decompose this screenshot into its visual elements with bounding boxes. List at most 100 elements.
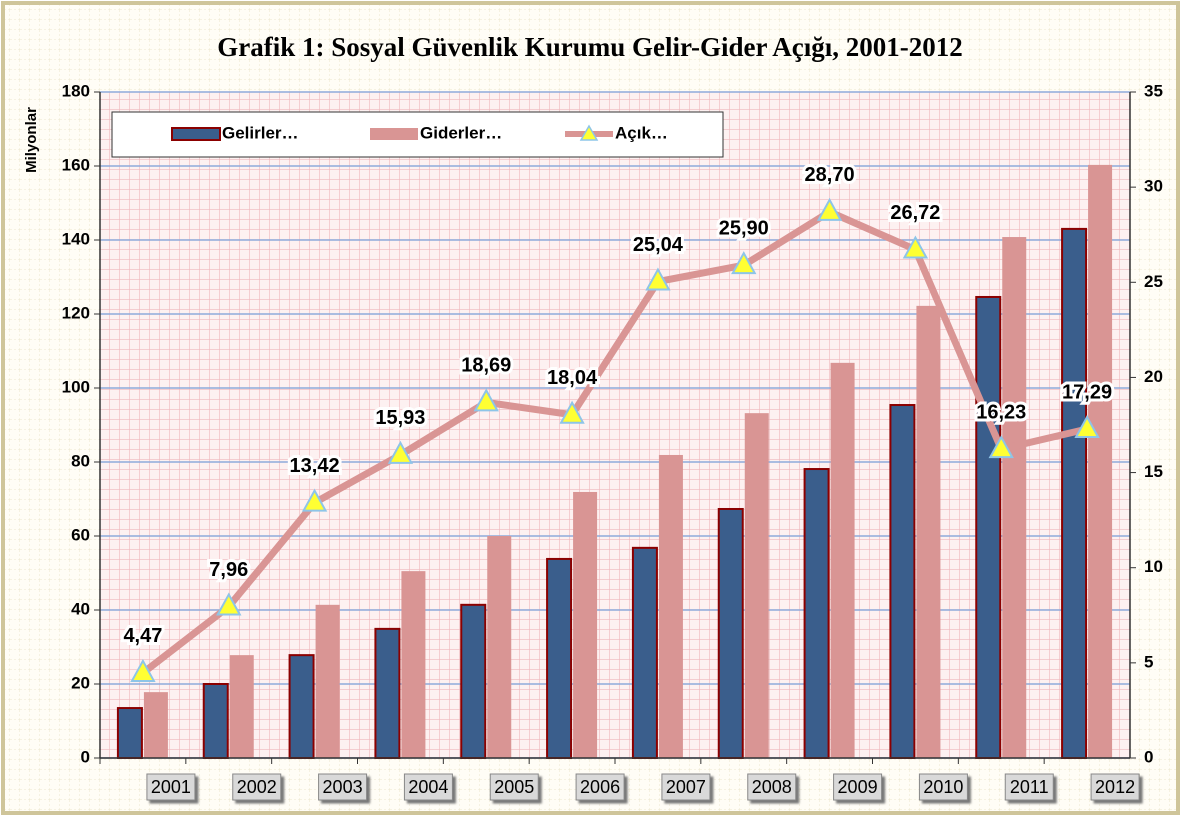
x-tick-label: 2004 xyxy=(408,777,448,797)
marker xyxy=(301,488,328,512)
x-tick-label: 2005 xyxy=(494,777,534,797)
bar xyxy=(889,404,916,759)
bar xyxy=(916,305,941,758)
legend-swatch xyxy=(370,128,418,140)
marker xyxy=(473,388,499,412)
x-label-box xyxy=(833,773,883,801)
bar xyxy=(202,683,229,759)
bar xyxy=(975,295,1002,759)
y-tick-label: 60 xyxy=(71,525,90,544)
x-tick-label: 2002 xyxy=(237,777,277,797)
x-tick-label: 2007 xyxy=(666,777,706,797)
marker xyxy=(559,400,585,424)
x-tick-label: 2012 xyxy=(1095,777,1135,797)
y2-tick-label: 35 xyxy=(1144,81,1163,100)
bar xyxy=(658,454,683,758)
bar xyxy=(573,491,598,758)
y-tick-label: 160 xyxy=(62,155,90,174)
data-label: 28,70 xyxy=(805,164,855,186)
bar xyxy=(830,362,855,758)
data-label: 7,96 xyxy=(209,559,248,581)
marker xyxy=(988,435,1014,459)
bar xyxy=(631,546,658,760)
y-tick-label: 120 xyxy=(62,303,90,322)
data-label: 17,29 xyxy=(1062,381,1112,403)
legend-label: Gelirler… xyxy=(222,123,299,142)
marker xyxy=(216,592,242,616)
chart-title: Grafik 1: Sosyal Güvenlik Kurumu Gelir-G… xyxy=(217,32,963,62)
marker xyxy=(387,440,414,464)
bar xyxy=(229,655,254,758)
bar xyxy=(717,507,744,759)
y2-tick-label: 20 xyxy=(1144,367,1163,386)
x-label-box xyxy=(918,773,968,801)
data-label: 25,04 xyxy=(633,234,684,256)
x-tick-label: 2011 xyxy=(1010,777,1049,797)
line xyxy=(140,208,1088,676)
marker xyxy=(816,197,843,221)
y2-tick-label: 5 xyxy=(1144,652,1153,671)
marker xyxy=(1074,414,1100,438)
marker xyxy=(645,267,671,291)
x-label-box xyxy=(747,773,797,801)
x-label-box xyxy=(403,773,453,801)
bar xyxy=(546,557,573,759)
bar xyxy=(401,571,426,758)
bar xyxy=(288,654,315,760)
x-tick-label: 2008 xyxy=(752,777,792,797)
y-tick-label: 140 xyxy=(62,229,90,248)
data-label: 15,93 xyxy=(375,407,425,429)
data-label: 25,90 xyxy=(719,217,769,239)
x-label-box xyxy=(146,773,196,801)
y-axis-label: Milyonlar xyxy=(23,107,40,173)
data-label: 13,42 xyxy=(290,455,340,477)
y-tick-label: 100 xyxy=(62,377,90,396)
bar xyxy=(744,413,769,758)
x-tick-label: 2001 xyxy=(151,777,191,797)
legend-label: Giderler… xyxy=(420,123,502,142)
x-label-box xyxy=(489,773,539,801)
y-tick-label: 20 xyxy=(71,673,90,692)
x-label-box xyxy=(661,773,711,801)
legend-marker xyxy=(579,124,599,141)
data-label: 18,04 xyxy=(547,367,598,389)
legend-label: Açık… xyxy=(615,123,668,142)
x-tick-label: 2006 xyxy=(580,777,620,797)
x-label-box xyxy=(318,773,368,801)
bar xyxy=(1002,237,1027,759)
bar xyxy=(803,468,830,759)
y-tick-label: 180 xyxy=(62,81,90,100)
y2-tick-label: 30 xyxy=(1144,177,1163,196)
bar xyxy=(460,603,487,759)
marker xyxy=(130,658,156,682)
x-label-box xyxy=(232,773,282,801)
bar xyxy=(116,707,143,759)
y-tick-label: 40 xyxy=(71,599,90,618)
x-tick-label: 2010 xyxy=(923,777,963,797)
bar xyxy=(374,627,401,759)
y2-tick-label: 15 xyxy=(1144,462,1163,481)
data-label: 18,69 xyxy=(461,355,511,377)
bar xyxy=(487,536,512,758)
x-label-box xyxy=(575,773,625,801)
x-tick-label: 2003 xyxy=(323,777,363,797)
y2-tick-label: 25 xyxy=(1144,272,1163,291)
plot-area xyxy=(100,92,1130,758)
marker xyxy=(731,251,757,275)
data-label: 16,23 xyxy=(976,401,1026,423)
x-tick-label: 2009 xyxy=(838,777,878,797)
x-label-box xyxy=(1090,773,1140,801)
y-tick-label: 0 xyxy=(81,747,90,766)
data-label: 26,72 xyxy=(890,202,940,224)
x-label-box xyxy=(1004,773,1054,801)
legend-swatch xyxy=(171,127,221,141)
bar xyxy=(1061,227,1088,759)
data-label: 4,47 xyxy=(123,625,162,647)
bar xyxy=(143,692,168,758)
y2-tick-label: 0 xyxy=(1144,747,1153,766)
marker xyxy=(902,235,929,259)
y2-tick-label: 10 xyxy=(1144,557,1163,576)
bar xyxy=(315,604,340,758)
bar xyxy=(1088,164,1113,758)
